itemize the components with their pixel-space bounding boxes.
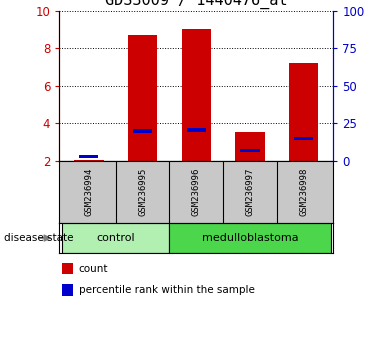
- Bar: [182, 29, 211, 161]
- Text: GSM236996: GSM236996: [192, 168, 201, 216]
- Text: medulloblastoma: medulloblastoma: [202, 233, 298, 243]
- Bar: [294, 137, 313, 140]
- Text: GSM236998: GSM236998: [299, 168, 308, 216]
- Title: GDS3009 / 1440476_at: GDS3009 / 1440476_at: [105, 0, 288, 9]
- Bar: [74, 160, 104, 161]
- Bar: [62, 223, 169, 253]
- Bar: [289, 63, 318, 161]
- Text: GSM236995: GSM236995: [138, 168, 147, 216]
- Text: disease state: disease state: [4, 233, 73, 243]
- Text: GSM236997: GSM236997: [246, 168, 254, 216]
- Bar: [169, 223, 331, 253]
- Bar: [133, 129, 152, 133]
- Bar: [62, 284, 73, 296]
- Bar: [187, 129, 206, 132]
- Bar: [128, 35, 157, 161]
- Bar: [235, 132, 265, 161]
- Text: percentile rank within the sample: percentile rank within the sample: [79, 285, 254, 295]
- Bar: [241, 149, 260, 153]
- Text: control: control: [97, 233, 135, 243]
- Text: GSM236994: GSM236994: [84, 168, 93, 216]
- Bar: [62, 263, 73, 274]
- Bar: [79, 155, 98, 158]
- Text: count: count: [79, 263, 108, 274]
